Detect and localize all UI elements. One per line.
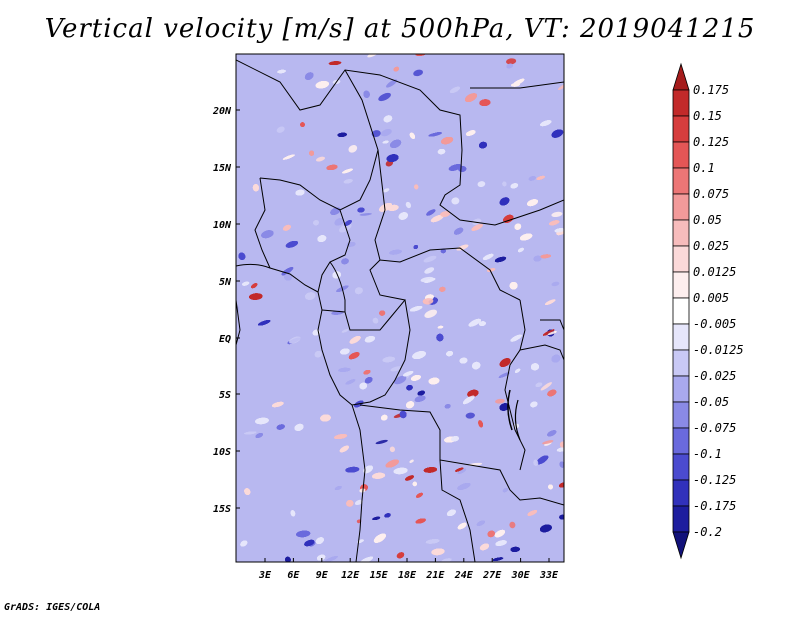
longitude-tick-label: 18E <box>398 570 417 581</box>
colorbar-swatch <box>672 167 690 195</box>
colorbar-swatch <box>672 531 690 560</box>
colorbar-swatch <box>672 297 690 325</box>
colorbar-swatch <box>672 401 690 429</box>
colorbar-swatch <box>672 245 690 273</box>
colorbar-level-label: 0.1 <box>693 161 715 175</box>
colorbar-level-label: -0.0125 <box>693 343 744 357</box>
latitude-tick-label: EQ <box>219 334 231 345</box>
vertical-velocity-field <box>235 53 565 563</box>
colorbar-level-label: 0.05 <box>693 213 722 227</box>
longitude-tick-label: 24E <box>454 570 474 581</box>
colorbar-level-label: 0.15 <box>693 109 722 123</box>
colorbar-level-label: 0.175 <box>693 83 729 97</box>
colorbar-swatch <box>672 141 690 169</box>
colorbar: 0.175 0.15 0.125 0.1 0.075 0.05 0.025 0.0125 0.0… <box>672 62 744 560</box>
colorbar-level-label: -0.025 <box>693 369 736 383</box>
colorbar-swatch <box>672 505 690 533</box>
grads-credit: GrADS: IGES/COLA <box>4 602 101 613</box>
colorbar-level-label: -0.175 <box>693 499 736 513</box>
latitude-tick-label: 15N <box>213 163 232 174</box>
latitude-tick-label: 20N <box>212 106 232 117</box>
colorbar-swatch <box>672 453 690 481</box>
colorbar-swatch <box>672 62 690 91</box>
latitude-tick-label: 10N <box>213 220 232 231</box>
colorbar-level-label: 0.005 <box>693 291 729 305</box>
colorbar-swatch <box>672 479 690 507</box>
longitude-tick-label: 27E <box>482 570 502 581</box>
colorbar-swatch <box>672 219 690 247</box>
colorbar-level-label: 0.025 <box>693 239 729 253</box>
colorbar-swatch <box>672 427 690 455</box>
colorbar-swatch <box>672 323 690 351</box>
colorbar-swatch <box>672 375 690 403</box>
colorbar-level-label: 0.075 <box>693 187 729 201</box>
latitude-axis: 20N 15N 10N 5N EQ 5S 10S 15S <box>212 106 240 515</box>
colorbar-level-label: -0.05 <box>693 395 729 409</box>
map-title: Vertical velocity [m/s] at 500hPa, VT: 2… <box>44 14 756 44</box>
colorbar-swatch <box>672 89 690 117</box>
colorbar-level-label: 0.125 <box>693 135 729 149</box>
longitude-tick-label: 21E <box>425 570 445 581</box>
longitude-tick-label: 3E <box>258 570 272 581</box>
longitude-tick-label: 9E <box>316 570 329 581</box>
longitude-tick-label: 6E <box>287 570 300 581</box>
latitude-tick-label: 15S <box>213 504 231 515</box>
colorbar-level-label: -0.1 <box>693 447 722 461</box>
longitude-tick-label: 12E <box>341 570 360 581</box>
colorbar-swatch <box>672 115 690 143</box>
colorbar-level-label: 0.0125 <box>693 265 736 279</box>
colorbar-level-label: -0.075 <box>693 421 736 435</box>
latitude-tick-label: 5S <box>219 390 231 401</box>
latitude-tick-label: 10S <box>213 447 231 458</box>
longitude-axis: 3E 6E 9E 12E 15E 18E 21E 24E 27E 30E 33E <box>258 558 559 581</box>
colorbar-level-label: -0.125 <box>693 473 736 487</box>
colorbar-swatch <box>672 349 690 377</box>
latitude-tick-label: 5N <box>219 277 232 288</box>
longitude-tick-label: 33E <box>539 570 559 581</box>
colorbar-swatch <box>672 271 690 299</box>
longitude-tick-label: 30E <box>511 570 531 581</box>
longitude-tick-label: 15E <box>370 570 389 581</box>
colorbar-level-label: -0.005 <box>693 317 736 331</box>
colorbar-swatch <box>672 193 690 221</box>
colorbar-level-label: -0.2 <box>693 525 722 539</box>
